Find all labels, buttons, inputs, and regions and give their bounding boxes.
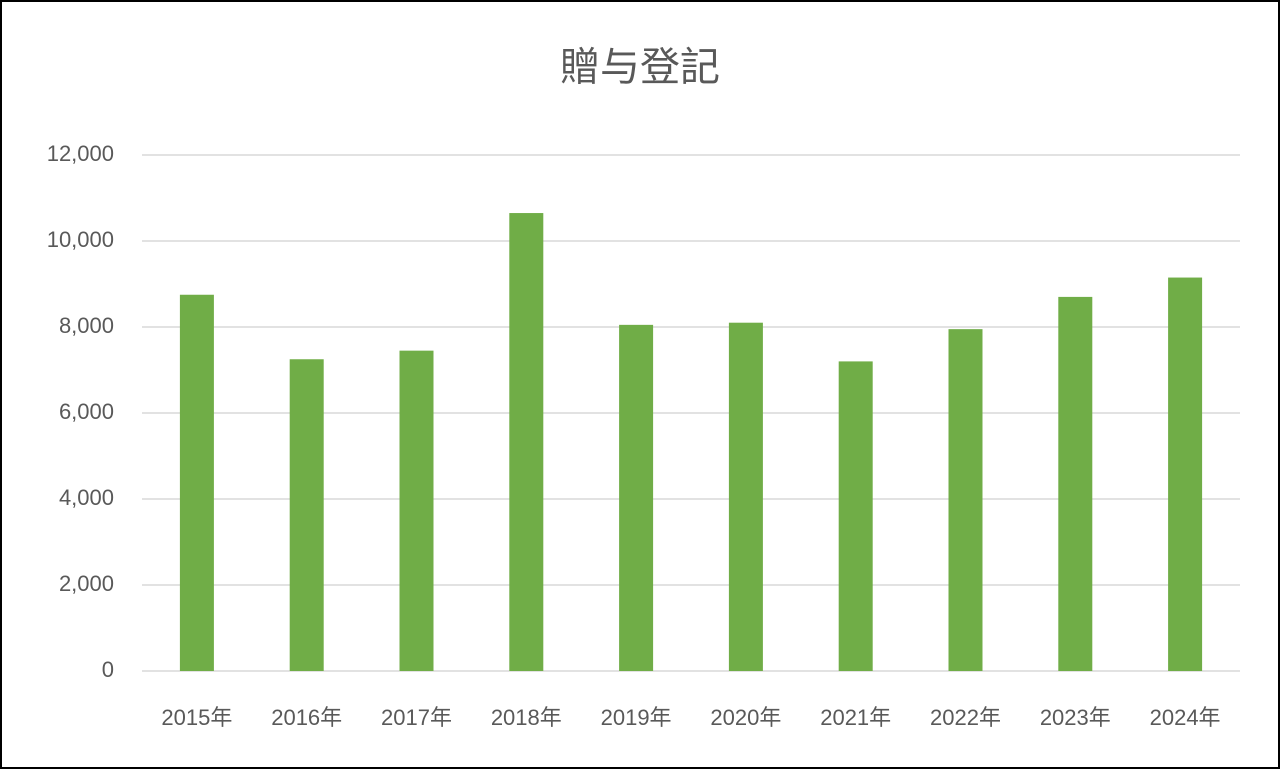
bar: [179, 294, 214, 671]
bar: [289, 359, 324, 671]
x-tick-label: 2022年: [930, 705, 1001, 730]
x-tick-label: 2015年: [161, 705, 232, 730]
x-tick-label: 2017年: [381, 705, 452, 730]
y-tick-label: 2,000: [59, 571, 114, 596]
bar: [838, 361, 873, 671]
bar: [1058, 296, 1093, 671]
y-tick-label: 6,000: [59, 399, 114, 424]
bar: [728, 322, 763, 671]
y-tick-label: 10,000: [47, 227, 114, 252]
chart-title: 贈与登記: [560, 46, 720, 90]
x-tick-label: 2016年: [271, 705, 342, 730]
bar: [948, 329, 983, 671]
bar: [509, 213, 544, 672]
y-tick-label: 12,000: [47, 141, 114, 166]
x-tick-label: 2019年: [601, 705, 672, 730]
y-tick-label: 4,000: [59, 485, 114, 510]
bar: [619, 324, 654, 671]
bar: [1168, 277, 1203, 671]
bar: [399, 350, 434, 671]
x-tick-label: 2018年: [491, 705, 562, 730]
y-tick-label: 8,000: [59, 313, 114, 338]
x-tick-label: 2020年: [710, 705, 781, 730]
y-tick-label: 0: [102, 657, 114, 682]
x-tick-label: 2023年: [1040, 705, 1111, 730]
x-tick-label: 2021年: [820, 705, 891, 730]
x-tick-label: 2024年: [1150, 705, 1221, 730]
